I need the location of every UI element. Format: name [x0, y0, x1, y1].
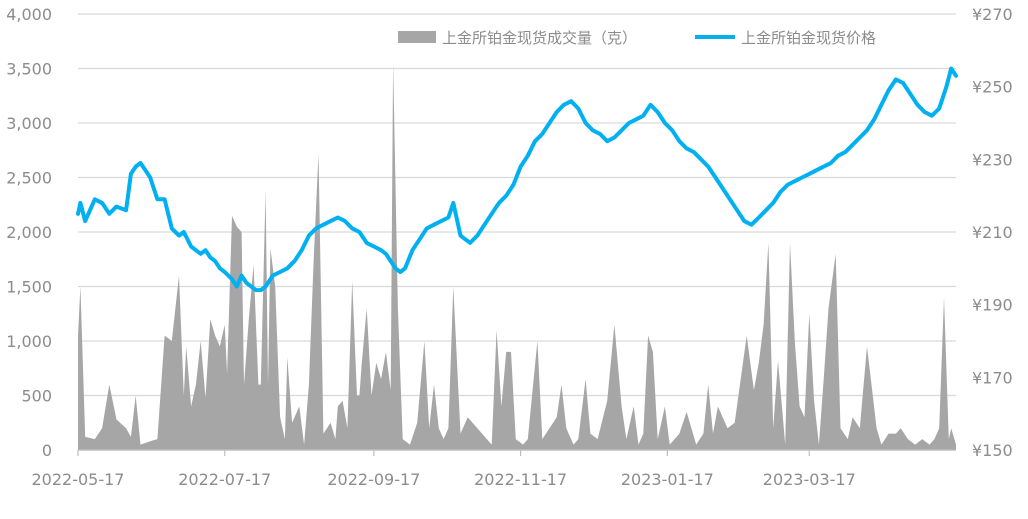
legend-swatch-volume [398, 31, 436, 43]
y-right-tick-label: ¥190 [972, 296, 1013, 315]
price-line [76, 66, 958, 293]
y-right-tick-label: ¥150 [972, 441, 1013, 460]
y-left-tick-label: 3,500 [6, 60, 52, 79]
x-tick-label: 2022-11-17 [474, 470, 567, 489]
y-left-ticks: 0 500 1,000 1,500 2,000 2,500 3,000 3,500 4,000 [6, 5, 52, 460]
price-series [76, 66, 958, 451]
y-left-tick-label: 1,500 [6, 278, 52, 297]
y-left-tick-label: 500 [21, 387, 52, 406]
y-left-tick-label: 2,500 [6, 169, 52, 188]
y-right-tick-label: ¥250 [972, 78, 1013, 97]
y-left-tick-label: 4,000 [6, 5, 52, 24]
legend-label-price: 上金所铂金现货价格 [741, 29, 876, 47]
x-tick-label: 2023-01-17 [621, 470, 714, 489]
legend-label-volume: 上金所铂金现货成交量（克） [442, 29, 637, 47]
x-tick-label: 2022-09-17 [327, 470, 420, 489]
y-right-tick-label: ¥170 [972, 368, 1013, 387]
y-right-tick-label: ¥230 [972, 150, 1013, 169]
y-left-tick-label: 3,000 [6, 114, 52, 133]
y-right-ticks: ¥150 ¥170 ¥190 ¥210 ¥230 ¥250 ¥270 [972, 5, 1013, 460]
volume-series [78, 63, 956, 450]
x-tick-label: 2023-03-17 [763, 470, 856, 489]
y-left-tick-label: 1,000 [6, 332, 52, 351]
x-ticks: 2022-05-17 2022-07-17 2022-09-17 2022-11-17… [32, 450, 856, 489]
y-right-tick-label: ¥210 [972, 223, 1013, 242]
legend: 上金所铂金现货成交量（克） 上金所铂金现货价格 [398, 29, 876, 47]
y-right-tick-label: ¥270 [972, 5, 1013, 24]
x-tick-label: 2022-07-17 [178, 470, 271, 489]
volume-area [78, 63, 956, 450]
x-tick-label: 2022-05-17 [32, 470, 125, 489]
y-left-tick-label: 0 [42, 441, 52, 460]
y-left-tick-label: 2,000 [6, 223, 52, 242]
